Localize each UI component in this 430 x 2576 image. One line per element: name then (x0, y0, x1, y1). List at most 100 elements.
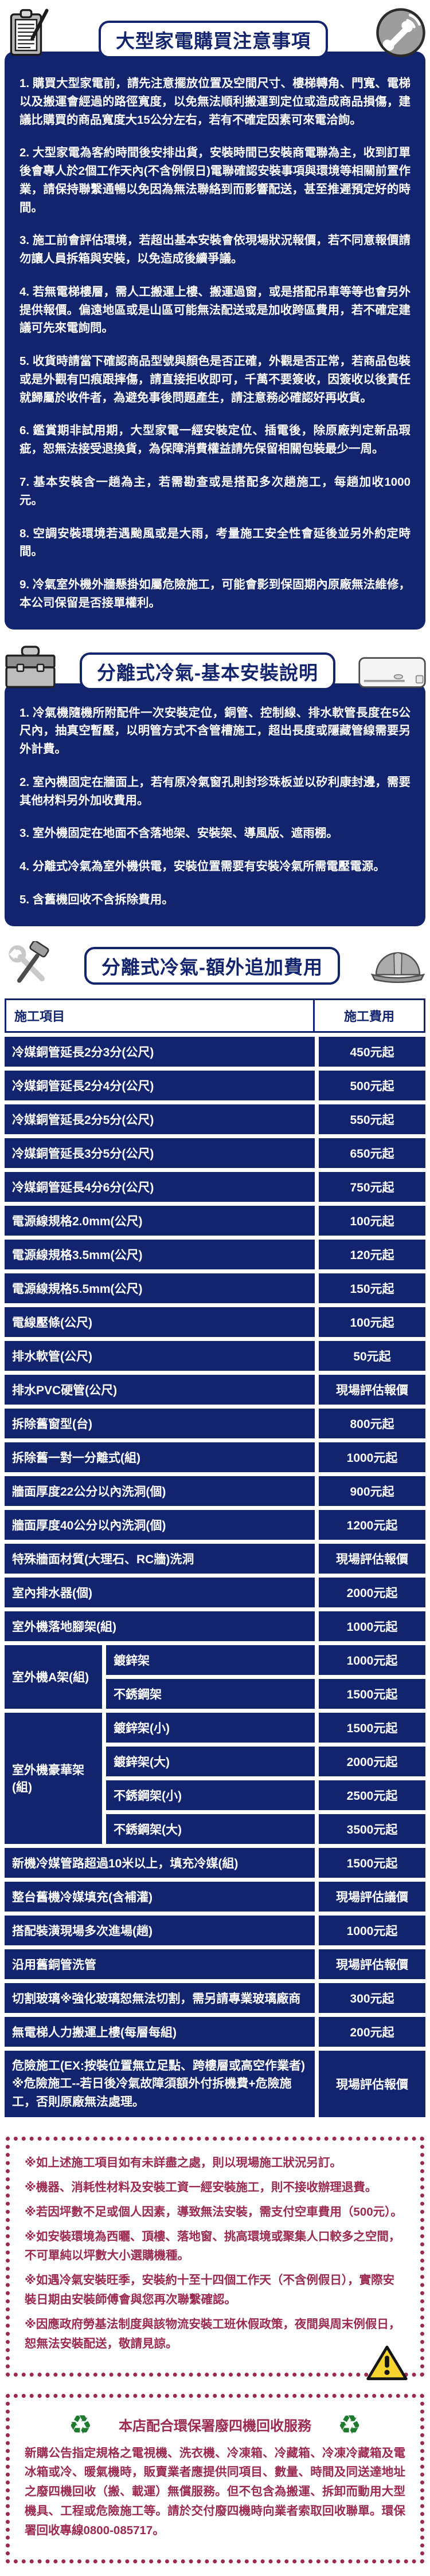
install-item: 5. 含舊機回收不含拆除費用。 (19, 892, 174, 906)
fee-table-fee-cell: 3500元起 (319, 1814, 425, 1844)
fee-table-fee-cell: 900元起 (319, 1476, 425, 1506)
fee-table-fee-cell: 1000元起 (319, 1611, 425, 1641)
fee-table-row: 危險施工(EX:按裝位置無立足點、跨樓層或高空作業者) ※危險施工--若日後冷氣… (5, 2050, 425, 2118)
fee-table-item-cell: 冷媒銅管延長2分4分(公尺) (5, 1070, 315, 1100)
fee-table-group-row: 室外機A架(組) 鍍鋅架 1000元起 不銹鋼架 1500元起 (5, 1645, 425, 1709)
section-header-install: 分離式冷氣-基本安裝說明 (0, 644, 430, 690)
fee-table-row: 室外機落地腳架(組) 1000元起 (5, 1611, 425, 1641)
fee-table-subitem-cell: 鍍鋅架(小) (106, 1712, 315, 1743)
fee-table-item-cell: 電源線規格5.5mm(公尺) (5, 1273, 315, 1303)
notice-item: 2. 大型家電為客約時間後安排出貨，安裝時間已安裝商電聯為主，收到訂單後會專人於… (19, 146, 411, 214)
fee-table-fee-cell: 現場評估報價 (319, 1949, 425, 1979)
fee-table-row: 整台舊機冷媒填充(含補灌) 現場評估議價 (5, 1881, 425, 1912)
fee-table-row: 室內排水器(個) 2000元起 (5, 1577, 425, 1607)
fee-table-fee-cell: 450元起 (319, 1036, 425, 1067)
fee-table-group-row: 室外機豪華架(組) 鍍鋅架(小) 1500元起 鍍鋅架(大) 2000元起 不銹鋼架(小)… (5, 1712, 425, 1844)
notice-item: 6. 鑑賞期非試用期，大型家電一經安裝定位、插電後，除原廠判定新品瑕疵，恕無法接… (19, 424, 411, 456)
section-header-notice: 大型家電購買注意事項 (0, 7, 430, 58)
fee-table-row: 電源線規格3.5mm(公尺) 120元起 (5, 1239, 425, 1269)
note-item: ※機器、消耗性材料及安裝工資一經安裝施工，則不接收辦理退費。 (25, 2181, 377, 2194)
fee-table-fee-cell: 1000元起 (319, 1915, 425, 1945)
fee-table-fee-cell: 1500元起 (319, 1847, 425, 1878)
fee-table-fee-cell: 現場評估議價 (319, 1881, 425, 1912)
notice-item: 7. 基本安裝含一趟為主，若需勘查或是搭配多次趟施工，每趟加收1000元。 (19, 475, 411, 507)
fee-table-header: 施工項目 施工費用 (5, 998, 425, 1033)
notes-box: ※如上述施工項目如有未詳盡之處，則以現場施工狀況另訂。 ※機器、消耗性材料及安裝工… (6, 2137, 424, 2380)
recycle-body: 新購公告指定規格之電視機、洗衣機、冷凍箱、冷藏箱、冷凍冷藏箱及電冰箱或冷、暖氣機… (25, 2446, 405, 2537)
fee-table-item-cell: 電線壓條(公尺) (5, 1307, 315, 1337)
fee-table-row: 排水軟管(公尺) 50元起 (5, 1340, 425, 1371)
helmet-icon (369, 946, 427, 986)
fee-table-item-cell: 電源線規格3.5mm(公尺) (5, 1239, 315, 1269)
note-item: ※如遇冷氣安裝旺季，安裝約十至十四個工作天（不含例假日），實際安裝日期由安裝師傅… (25, 2274, 395, 2307)
fee-table-item-cell: 牆面厚度40公分以內洗洞(個) (5, 1509, 315, 1540)
fee-table-item-cell: 沿用舊銅管洗管 (5, 1949, 315, 1979)
fee-table-row: 拆除舊一對一分離式(組) 1000元起 (5, 1442, 425, 1472)
notice-item: 4. 若無電梯樓層，需人工搬運上樓、搬運過窗，或是搭配吊車等等也會另外提供報價。… (19, 285, 411, 335)
warning-icon (366, 2345, 408, 2384)
fee-table-row: 沿用舊銅管洗管 現場評估報價 (5, 1949, 425, 1979)
section-title-notice: 大型家電購買注意事項 (99, 21, 328, 58)
fee-table-fee-cell: 120元起 (319, 1239, 425, 1269)
fee-table-item-cell: 冷媒銅管延長3分5分(公尺) (5, 1138, 315, 1168)
fee-table-item-cell: 電源線規格2.0mm(公尺) (5, 1205, 315, 1236)
fee-table-item-cell: 新機冷媒管路超過10米以上，填充冷媒(組) (5, 1847, 315, 1878)
fee-table-fee-cell: 800元起 (319, 1408, 425, 1438)
fee-table-item-cell: 冷媒銅管延長4分6分(公尺) (5, 1171, 315, 1202)
fee-table-item-cell: 排水PVC硬管(公尺) (5, 1374, 315, 1405)
recycle-header: ♻ 本店配合環保署廢四機回收服務 ♻ (25, 2412, 405, 2438)
fee-table-row: 排水PVC硬管(公尺) 現場評估報價 (5, 1374, 425, 1405)
fee-table-row: 冷媒銅管延長3分5分(公尺) 650元起 (5, 1138, 425, 1168)
fee-table-fee-cell: 1000元起 (319, 1645, 425, 1675)
fee-table-header-fee: 施工費用 (313, 1000, 424, 1031)
fee-table-row: 拆除舊窗型(台) 800元起 (5, 1408, 425, 1438)
fee-table-item-cell: 特殊牆面材質(大理石、RC牆)洗洞 (5, 1543, 315, 1574)
section-title-fees: 分離式冷氣-額外追加費用 (84, 946, 340, 985)
fee-table-fee-cell: 100元起 (319, 1205, 425, 1236)
fee-table-fee-cell: 300元起 (319, 1983, 425, 2013)
fee-table-group-cell: 室外機A架(組) (5, 1645, 102, 1709)
note-item: ※如安裝環境為西曬、頂樓、落地窗、挑高環境或聚集人口較多之空間，不可單純以坪數大… (25, 2229, 401, 2263)
fee-table-item-cell: 室內排水器(個) (5, 1577, 315, 1607)
fee-table-item-cell: 冷媒銅管延長2分3分(公尺) (5, 1036, 315, 1067)
recycle-box: ♻ 本店配合環保署廢四機回收服務 ♻ 新購公告指定規格之電視機、洗衣機、冷凍箱、… (6, 2393, 424, 2563)
notice-item: 3. 施工前會評估環境，若超出基本安裝會依現場狀況報價，若不同意報價請勿讓人員拆… (19, 234, 411, 266)
section-header-fees: 分離式冷氣-額外追加費用 (0, 941, 430, 990)
aircon-icon (358, 656, 427, 690)
recycle-icon: ♻ (338, 2409, 362, 2440)
fee-table-row: 切割玻璃※強化玻璃恕無法切割，需另請專業玻璃廠商 300元起 (5, 1983, 425, 2013)
clipboard-icon (3, 7, 52, 58)
note-item: ※若因坪數不足或個人因素，導致無法安裝，需支付空車費用（500元）。 (25, 2205, 402, 2219)
fee-table-subitem-cell: 鍍鋅架 (106, 1645, 315, 1675)
fee-table-header-item: 施工項目 (14, 1009, 65, 1024)
fee-table-fee-cell: 100元起 (319, 1307, 425, 1337)
fee-table-item-cell: 室外機落地腳架(組) (5, 1611, 315, 1641)
fee-table-row: 電源線規格2.0mm(公尺) 100元起 (5, 1205, 425, 1236)
note-item: ※因應政府勞基法制度與該物流安裝工班休假政策，夜間與周末例假日，恕無法安裝配送，… (25, 2317, 401, 2350)
fee-table-item-cell: 無電梯人力搬運上樓(每層每組) (5, 2016, 315, 2047)
fee-table-item-cell: 危險施工(EX:按裝位置無立足點、跨樓層或高空作業者) ※危險施工--若日後冷氣… (5, 2050, 315, 2118)
notes-list: ※如上述施工項目如有未詳盡之處，則以現場施工狀況另訂。 ※機器、消耗性材料及安裝工… (25, 2153, 405, 2353)
fee-table-fee-cell: 200元起 (319, 2016, 425, 2047)
fee-table-fee-cell: 500元起 (319, 1070, 425, 1100)
fee-table-fee-cell: 50元起 (319, 1340, 425, 1371)
fee-table-subitem-cell: 不銹鋼架(大) (106, 1814, 315, 1844)
fee-table-fee-cell: 2000元起 (319, 1577, 425, 1607)
phone-icon (375, 7, 427, 58)
fee-table-group-cell: 室外機豪華架(組) (5, 1712, 102, 1844)
fee-table-row: 搭配裝潢現場多次進場(趟) 1000元起 (5, 1915, 425, 1945)
fee-table-row: 冷媒銅管延長2分5分(公尺) 550元起 (5, 1104, 425, 1134)
notice-item: 1. 購買大型家電前，請先注意擺放位置及空間尺寸、樓梯轉角、門寬、電梯以及搬運會… (19, 77, 411, 127)
fee-table-fee-cell: 1000元起 (319, 1442, 425, 1472)
notice-item: 9. 冷氣室外機外牆懸掛如屬危險施工，可能會影到保固期內原廠無法維修，本公司保留… (19, 578, 411, 609)
fee-table-subitem-cell: 不銹鋼架(小) (106, 1780, 315, 1810)
fee-table-item-cell: 排水軟管(公尺) (5, 1340, 315, 1371)
fee-table-fee-cell: 1200元起 (319, 1509, 425, 1540)
fee-table-row: 冷媒銅管延長2分3分(公尺) 450元起 (5, 1036, 425, 1067)
fee-table-fee-cell: 現場評估報價 (319, 1543, 425, 1574)
fee-table-row: 牆面厚度22公分以內洗洞(個) 900元起 (5, 1476, 425, 1506)
fee-table-subitem-cell: 不銹鋼架 (106, 1678, 315, 1709)
fee-table-fee-cell: 750元起 (319, 1171, 425, 1202)
fee-table-item-cell: 拆除舊窗型(台) (5, 1408, 315, 1438)
